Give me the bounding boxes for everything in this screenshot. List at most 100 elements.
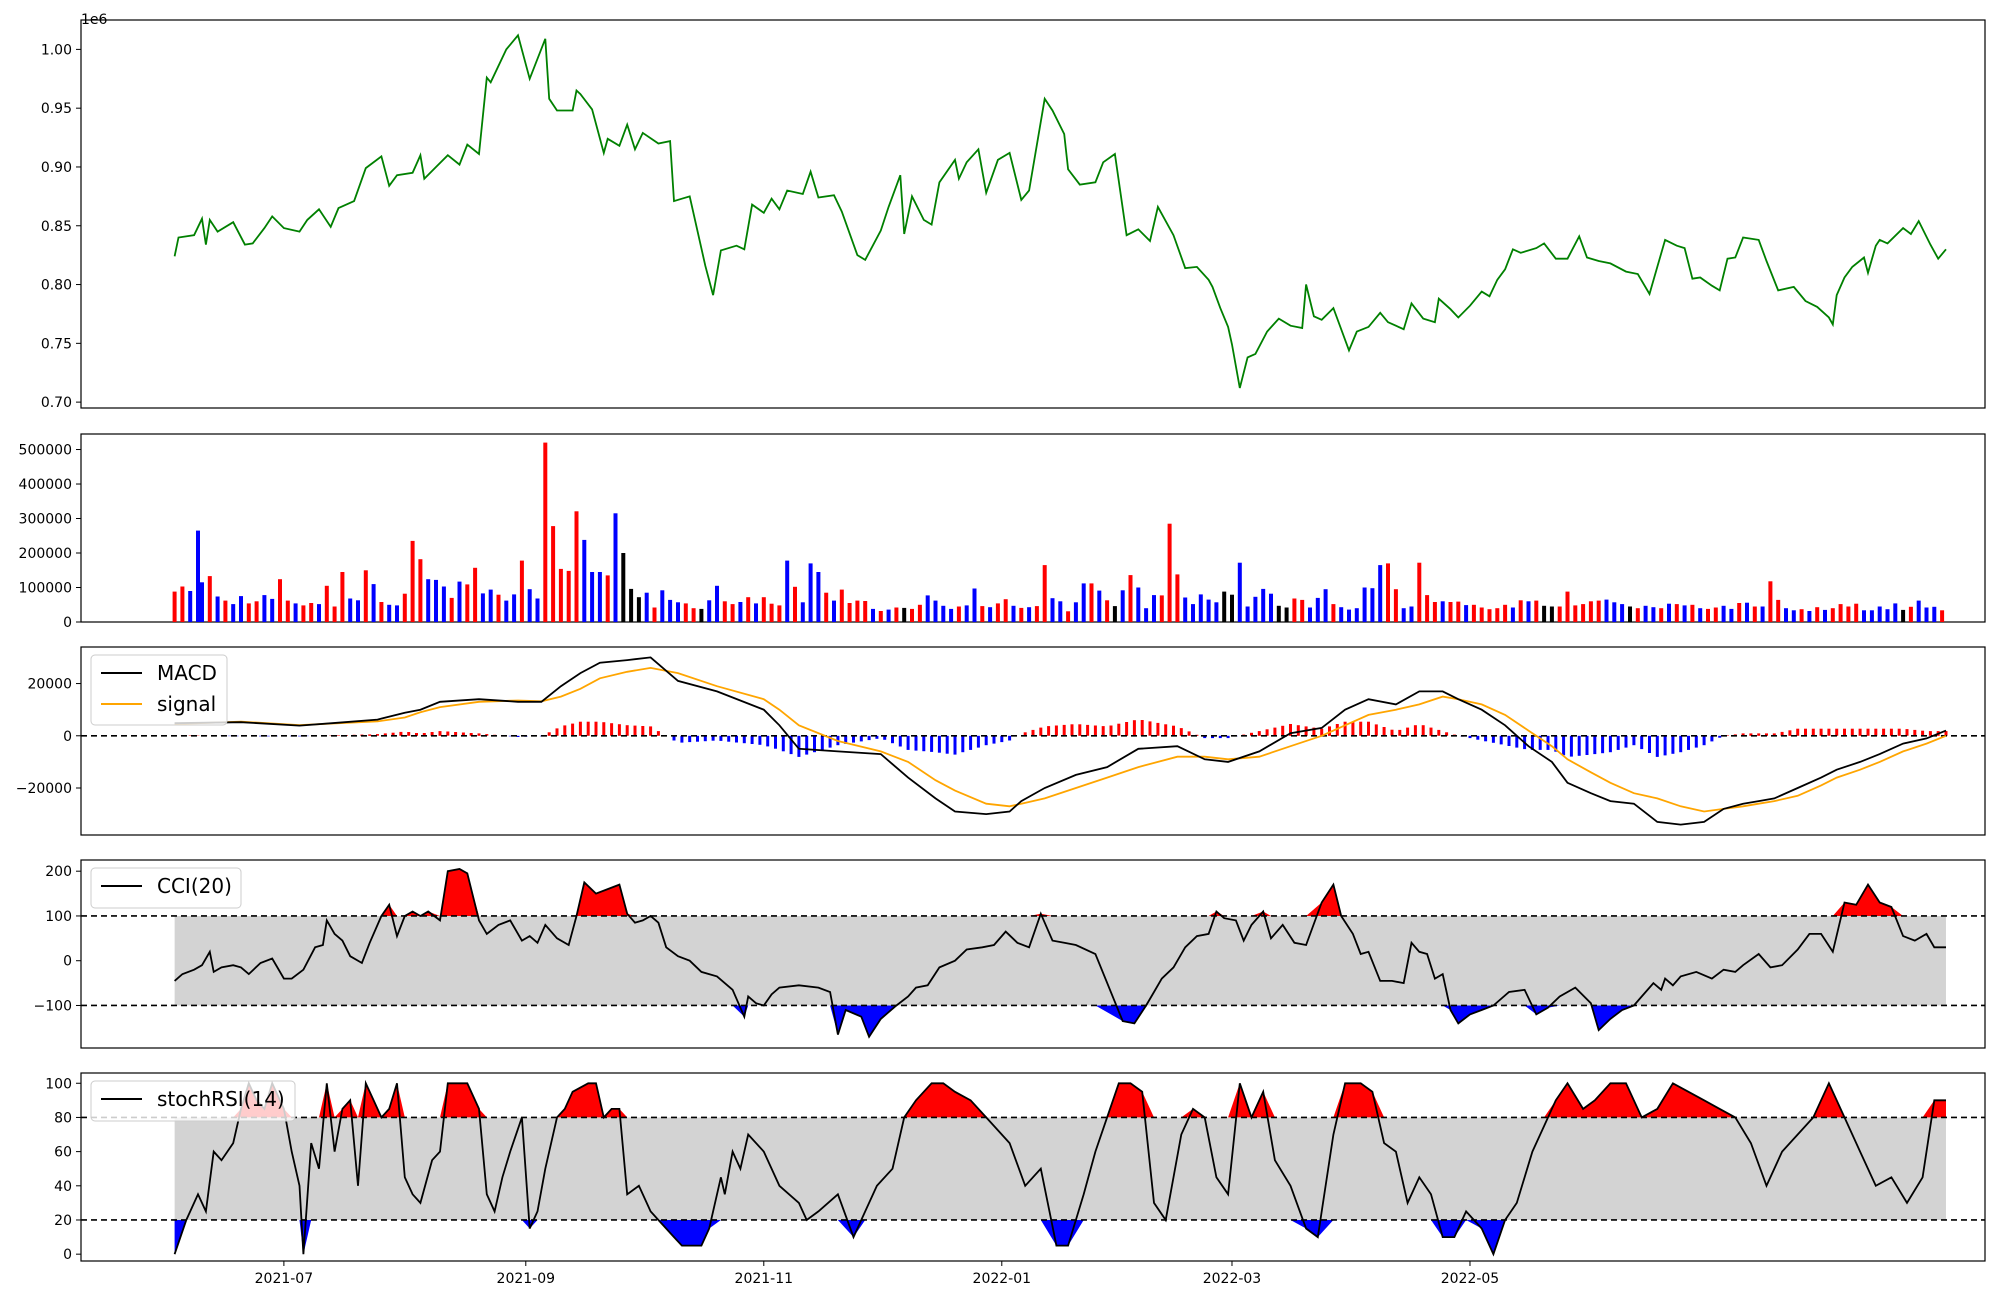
volume-bar [223, 600, 228, 622]
volume-bar [1518, 600, 1523, 622]
volume-bar [231, 604, 236, 622]
volume-bar [1011, 605, 1016, 622]
volume-bar [1698, 608, 1703, 622]
volume-bar [1089, 583, 1094, 622]
macd-hist-bar [368, 734, 372, 736]
volume-bar [738, 602, 743, 622]
volume-bar [1877, 606, 1882, 622]
macd-hist-bar [1796, 728, 1800, 736]
macd-hist-bar [937, 735, 941, 753]
macd-hist-bar [1382, 727, 1386, 736]
volume-bar [1323, 589, 1328, 622]
volume-bar [457, 581, 462, 622]
volume-bar [1354, 608, 1359, 622]
volume-bar [1269, 593, 1273, 622]
volume-bar [933, 600, 938, 622]
volume-bar [839, 589, 844, 622]
volume-bar [1284, 607, 1289, 622]
volume-bar [910, 608, 914, 622]
volume-bar [847, 603, 852, 622]
y-tick-label: 300000 [19, 512, 72, 528]
volume-bar [301, 605, 306, 622]
volume-bar [473, 567, 478, 622]
volume-bar [196, 530, 200, 622]
volume-bar [1791, 610, 1796, 622]
macd-hist-bar [1538, 735, 1542, 750]
y-tick-label: 100 [45, 1076, 72, 1092]
macd-hist-bar [1257, 731, 1261, 736]
volume-bar [1573, 605, 1578, 622]
legend-label-cci: CCI(20) [157, 874, 232, 898]
macd-hist-bar [1593, 735, 1597, 755]
stochrsi-panel: 0 20 40 60 80 100 2021-07 2021-09 2021-11 2022-01… [45, 1072, 1986, 1287]
macd-hist-bar [1047, 726, 1051, 736]
macd-hist-bar [1710, 735, 1714, 742]
volume-bar [293, 603, 298, 622]
volume-bar [1097, 590, 1102, 622]
macd-hist-bar [1273, 727, 1277, 736]
volume-bar [543, 442, 548, 622]
macd-hist-bar [758, 735, 762, 745]
macd-hist-bar [430, 732, 434, 736]
macd-hist-bar [1281, 725, 1285, 736]
volume-bar [1862, 610, 1866, 622]
volume-bar [246, 603, 251, 622]
macd-hist-bar [1499, 735, 1503, 745]
volume-bar [480, 593, 485, 622]
macd-hist-bar [415, 733, 418, 736]
macd-hist-bar [1897, 728, 1901, 736]
y-tick-label: 200 [45, 864, 72, 880]
macd-hist-bar [563, 725, 567, 736]
volume-bar [465, 584, 470, 622]
volume-bar [426, 579, 431, 622]
volume-bar [1370, 588, 1375, 622]
macd-hist-bar [1648, 735, 1651, 753]
volume-bar [434, 579, 438, 622]
macd-hist-bar [508, 735, 512, 737]
volume-bar [1581, 604, 1586, 622]
volume-bar [1034, 606, 1039, 622]
volume-bar [1206, 599, 1211, 622]
volume-bar [449, 597, 454, 622]
macd-hist-bar [1866, 728, 1870, 736]
volume-bar [722, 601, 727, 622]
volume-bar [1729, 608, 1734, 622]
macd-hist-bar [1515, 735, 1519, 748]
volume-bar [1425, 595, 1430, 622]
volume-bar [348, 598, 353, 622]
macd-hist-bar [961, 735, 965, 753]
macd-hist-bar [1109, 725, 1113, 736]
macd-hist-bar [1062, 724, 1066, 736]
volume-panel: 0 100000 200000 300000 400000 500000 [19, 433, 1986, 631]
macd-hist-bar [1164, 724, 1168, 736]
volume-bar [1706, 608, 1710, 622]
volume-bar [1557, 606, 1562, 622]
macd-hist-bar [1148, 721, 1152, 736]
volume-bar [668, 599, 673, 622]
volume-bar [371, 584, 376, 622]
macd-hist-bar [1437, 729, 1441, 736]
volume-bar [1393, 589, 1398, 622]
macd-hist-bar [1757, 733, 1761, 736]
macd-hist-bar [337, 735, 340, 736]
volume-bar [1308, 607, 1312, 622]
macd-hist-bar [898, 735, 902, 747]
macd-hist-bar [1640, 735, 1644, 750]
macd-hist-bar [922, 735, 926, 752]
y-tick-label: 0 [63, 1247, 72, 1263]
macd-hist-bar [1718, 735, 1722, 738]
macd-hist-bar [1788, 730, 1792, 736]
macd-hist-bar [1187, 731, 1191, 736]
volume-bar [1050, 598, 1055, 622]
volume-bar [1191, 604, 1195, 622]
volume-bar [1596, 600, 1601, 622]
macd-hist-bar [945, 735, 949, 754]
macd-hist-bar [844, 735, 848, 744]
macd-hist-bar [1882, 728, 1886, 736]
macd-hist-bar [1343, 721, 1347, 736]
volume-bar [356, 600, 360, 622]
volume-bar [1128, 575, 1133, 622]
macd-hist-bar [820, 735, 824, 750]
volume-bar [1144, 608, 1149, 622]
y-tick-label: 60 [54, 1145, 72, 1161]
